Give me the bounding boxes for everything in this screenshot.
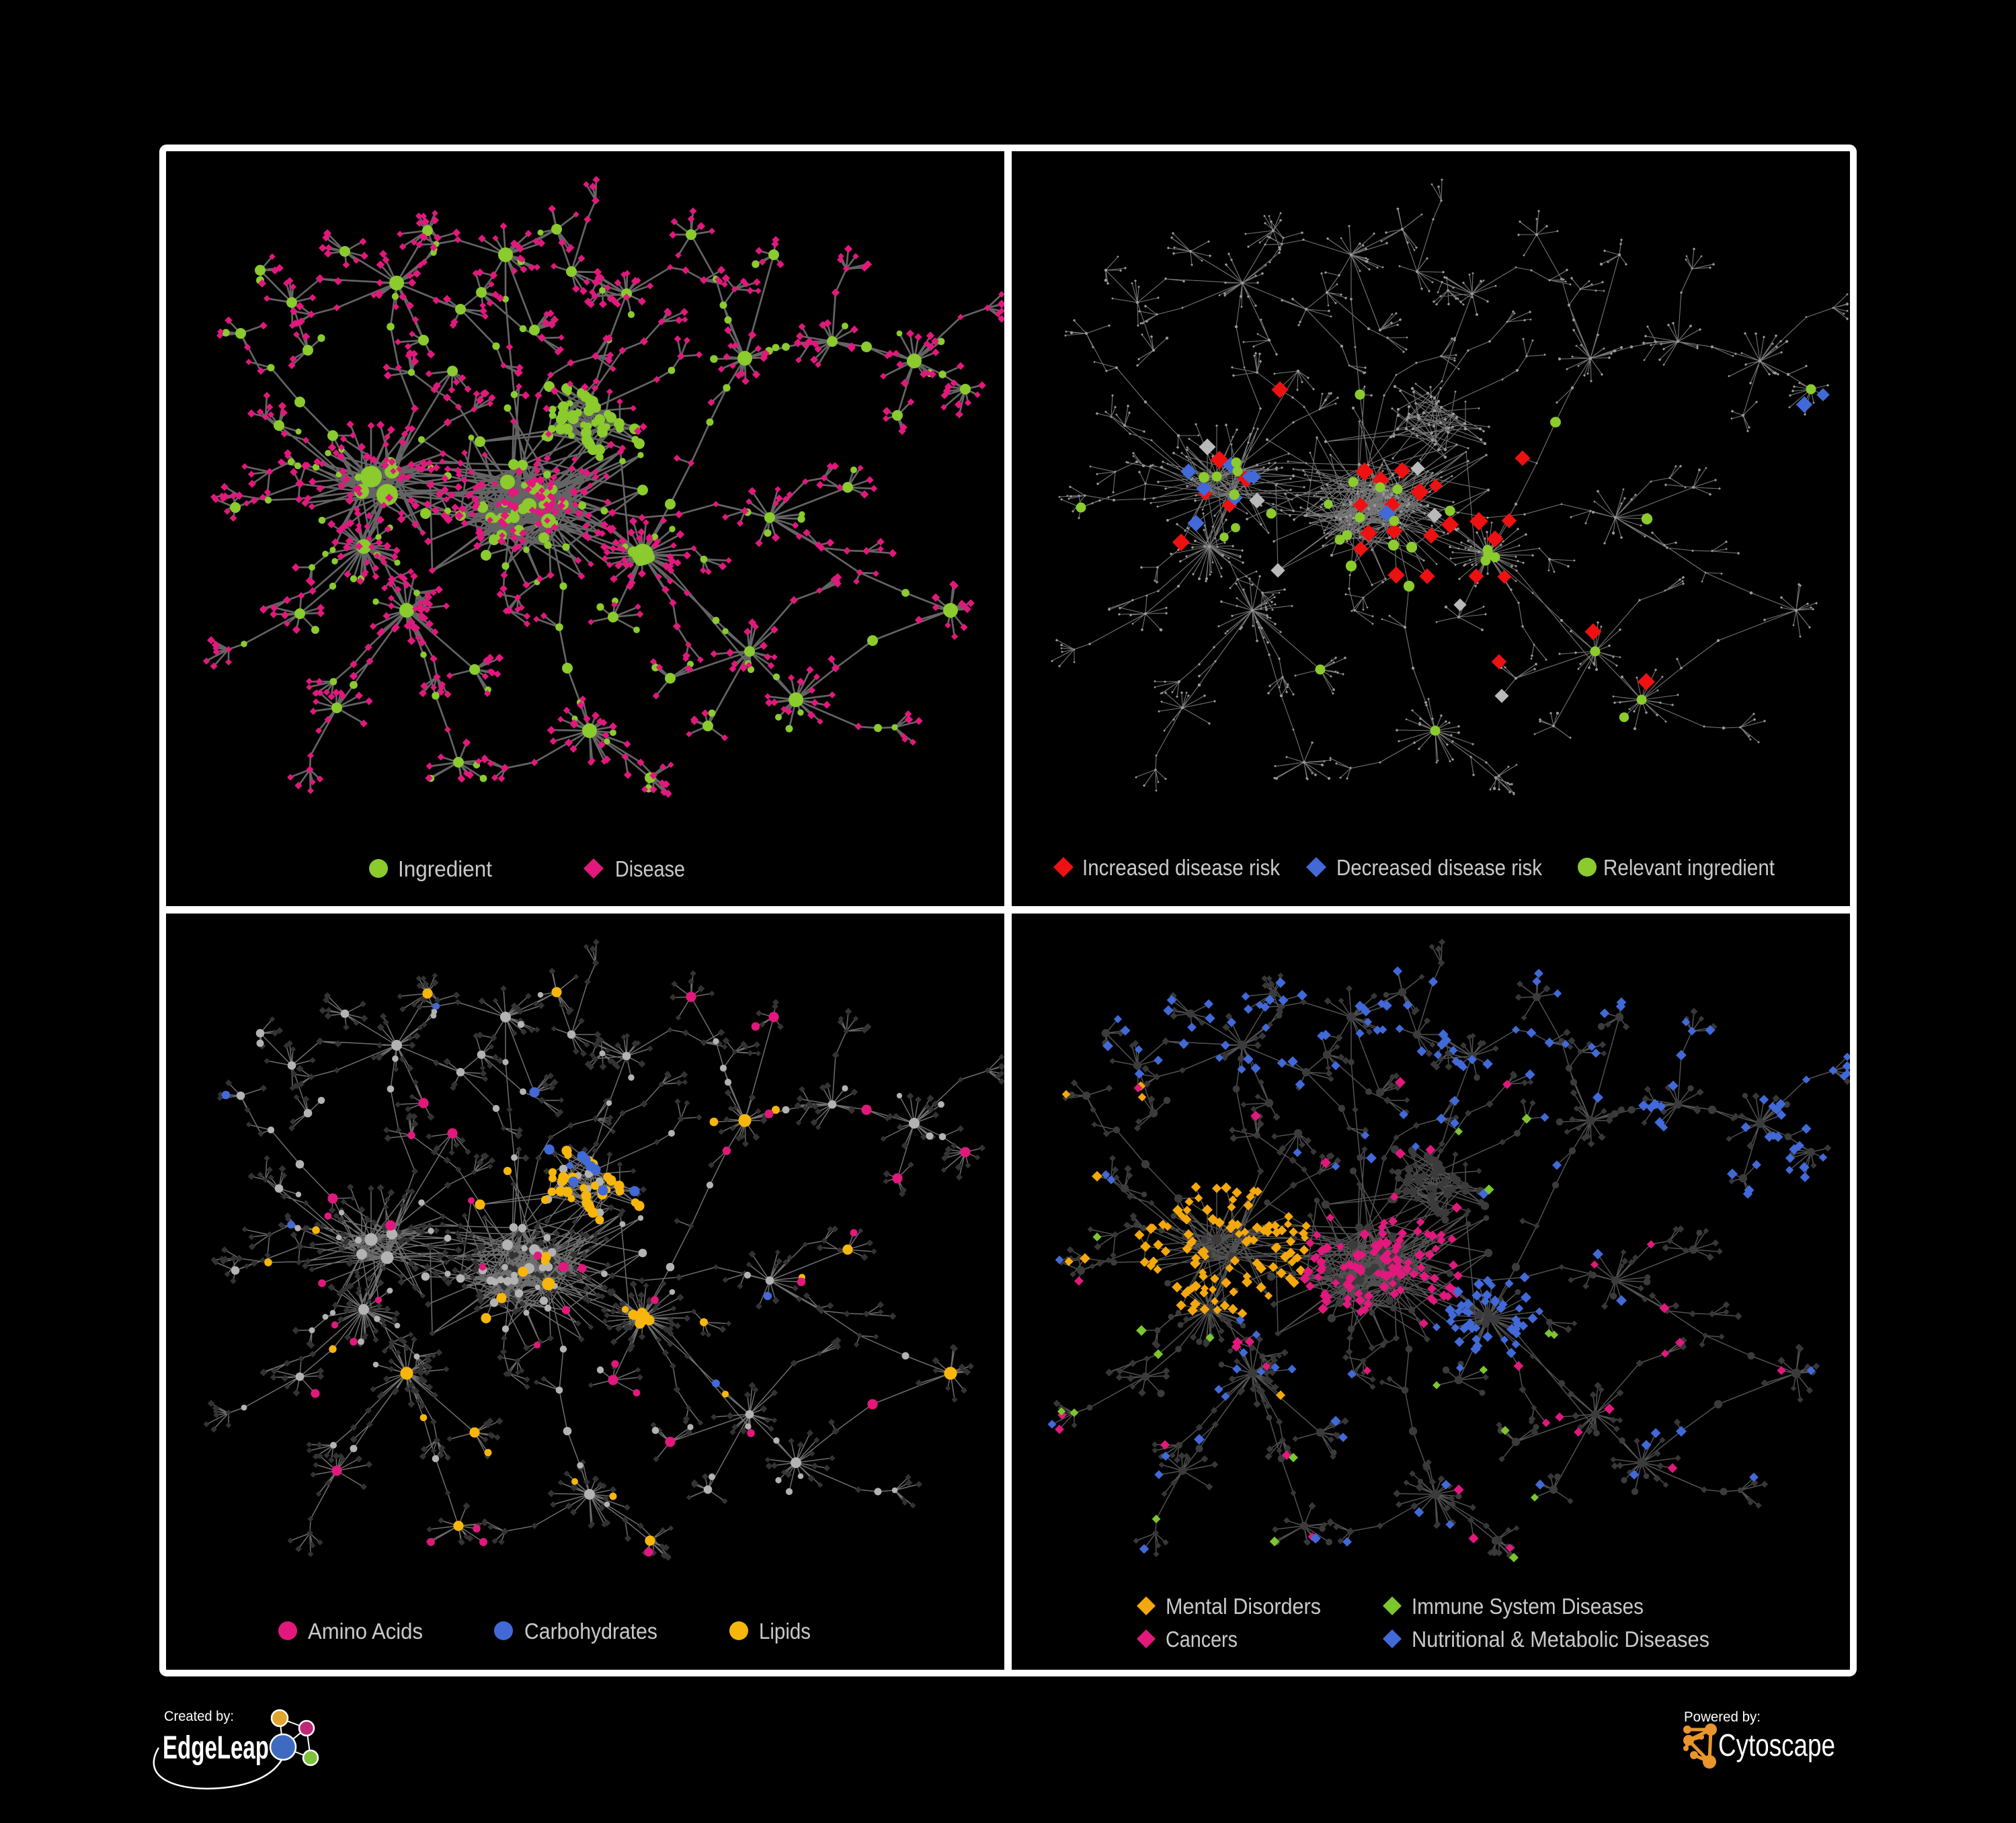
svg-text:Powered by:: Powered by: [1684, 1709, 1761, 1725]
svg-text:Created by:: Created by: [164, 1709, 234, 1724]
svg-text:Mental Disorders: Mental Disorders [1166, 1594, 1321, 1619]
svg-text:Nutritional & Metabolic Diseas: Nutritional & Metabolic Diseases [1412, 1627, 1709, 1652]
svg-text:Relevant ingredient: Relevant ingredient [1603, 855, 1775, 880]
svg-text:Increased disease risk: Increased disease risk [1082, 855, 1280, 880]
svg-text:EdgeLeap: EdgeLeap [163, 1730, 269, 1766]
svg-text:Amino Acids: Amino Acids [308, 1619, 423, 1644]
svg-text:Ingredient: Ingredient [398, 856, 492, 881]
svg-text:Disease: Disease [615, 856, 685, 881]
svg-text:Cytoscape: Cytoscape [1718, 1728, 1835, 1763]
svg-text:Lipids: Lipids [759, 1619, 811, 1644]
svg-text:Carbohydrates: Carbohydrates [524, 1619, 657, 1644]
svg-text:Immune System Diseases: Immune System Diseases [1412, 1594, 1644, 1619]
svg-text:Decreased disease risk: Decreased disease risk [1336, 855, 1542, 880]
svg-text:Cancers: Cancers [1166, 1627, 1238, 1652]
